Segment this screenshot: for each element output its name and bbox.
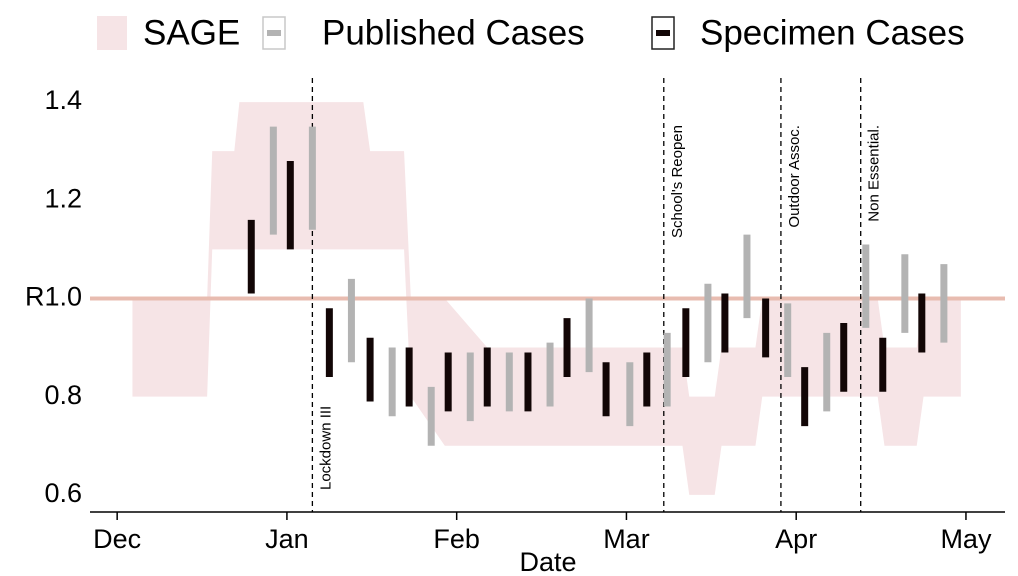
legend-swatch bbox=[262, 16, 286, 50]
event-label: School's Reopen bbox=[669, 125, 686, 238]
x-tick-label: Jan bbox=[265, 524, 309, 554]
legend-swatch bbox=[651, 16, 675, 50]
x-tick-label: Apr bbox=[775, 524, 817, 554]
band-area bbox=[132, 102, 961, 495]
y-tick-label: 0.8 bbox=[44, 380, 82, 410]
x-tick-label: May bbox=[940, 524, 992, 554]
x-tick-label: Feb bbox=[433, 524, 480, 554]
y-tick-label: R1.0 bbox=[25, 282, 82, 312]
legend-label: Published Cases bbox=[322, 13, 585, 52]
y-tick-label: 0.6 bbox=[44, 478, 82, 508]
x-tick-label: Dec bbox=[93, 524, 141, 554]
event-label: Outdoor Assoc. bbox=[786, 125, 803, 228]
legend-swatch bbox=[97, 16, 127, 50]
y-tick-label: 1.2 bbox=[44, 183, 82, 213]
x-axis-label: Date bbox=[519, 547, 576, 576]
event-label: Lockdown III bbox=[317, 406, 334, 490]
legend-label: SAGE bbox=[143, 13, 240, 52]
x-tick-label: Mar bbox=[603, 524, 650, 554]
legend-label: Specimen Cases bbox=[700, 13, 965, 52]
event-label: Non Essential. bbox=[866, 125, 883, 222]
y-tick-label: 1.4 bbox=[44, 85, 82, 115]
